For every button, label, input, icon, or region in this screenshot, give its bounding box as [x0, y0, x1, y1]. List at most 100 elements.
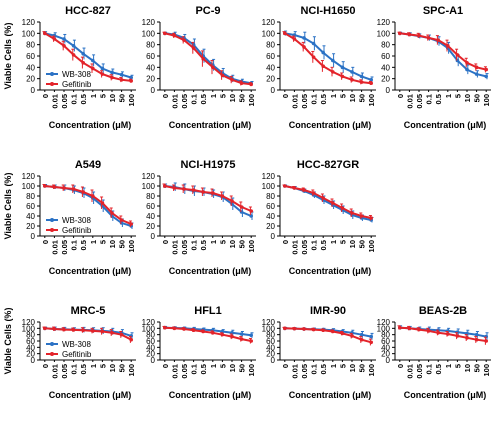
data-point	[81, 328, 85, 333]
data-point	[129, 222, 133, 226]
y-tick-label: 120	[22, 172, 36, 181]
x-tick-label: 0.01	[290, 94, 299, 109]
data-point	[350, 334, 354, 338]
data-point	[455, 334, 460, 338]
y-tick-label: 120	[22, 318, 36, 327]
data-point	[446, 44, 450, 48]
y-tick-label: 40	[266, 63, 275, 72]
data-point	[191, 188, 196, 192]
x-tick-label: 100	[127, 240, 136, 253]
x-tick-label: 0	[281, 240, 290, 244]
panel-title: BEAS-2B	[419, 305, 467, 317]
data-point	[230, 199, 234, 203]
data-point	[119, 332, 124, 337]
y-tick-label: 20	[146, 350, 155, 359]
data-point	[249, 333, 253, 338]
y-tick-label: 120	[262, 318, 276, 327]
data-point	[292, 186, 297, 190]
data-point	[321, 64, 326, 68]
series-gefitinib	[397, 31, 489, 73]
data-point	[474, 65, 479, 70]
y-tick-label: 0	[31, 356, 36, 365]
series-line	[284, 185, 372, 219]
data-point	[417, 327, 421, 332]
data-point	[359, 74, 364, 79]
y-tick-label: 0	[271, 86, 276, 95]
series-wb-308	[398, 31, 489, 80]
series-gefitinib	[397, 325, 489, 345]
panel-title: IMR-90	[310, 305, 346, 317]
y-tick-label: 100	[22, 182, 36, 191]
y-tick-label: 80	[146, 41, 155, 50]
data-point	[52, 185, 57, 189]
x-tick-label: 0.1	[425, 364, 434, 374]
data-point	[110, 330, 114, 335]
x-tick-label: 10	[108, 240, 117, 248]
data-point	[311, 55, 316, 59]
data-point	[474, 72, 479, 76]
x-tick-label: 10	[463, 364, 472, 372]
x-tick-label: 0.1	[425, 94, 434, 104]
y-tick-label: 0	[31, 232, 36, 241]
series-line	[399, 32, 487, 71]
x-axis-label: Concentration (μM)	[289, 266, 372, 276]
data-point	[201, 57, 205, 61]
data-point	[321, 50, 326, 55]
legend-marker	[50, 352, 54, 356]
data-point	[43, 184, 47, 188]
series-line	[399, 32, 487, 78]
x-tick-label: 0.01	[290, 240, 299, 255]
x-tick-label: 0.1	[190, 94, 199, 104]
series-gefitinib	[162, 325, 253, 344]
data-point	[446, 332, 450, 336]
x-tick-label: 10	[463, 94, 472, 102]
y-tick-label: 100	[142, 182, 156, 191]
x-tick-label: 5	[338, 364, 347, 368]
data-point	[163, 31, 167, 36]
data-point	[249, 209, 253, 213]
x-tick-label: 5	[218, 240, 227, 244]
data-point	[283, 184, 287, 188]
y-tick-label: 60	[266, 52, 275, 61]
data-point	[163, 325, 167, 330]
series-line	[44, 327, 132, 341]
x-tick-label: 1	[209, 94, 218, 98]
x-tick-label: 1	[209, 240, 218, 244]
y-tick-label: 60	[26, 337, 35, 346]
x-tick-label: 0.05	[180, 240, 189, 255]
y-tick-label: 60	[146, 52, 155, 61]
data-point	[321, 196, 326, 200]
data-point	[91, 58, 95, 63]
data-point	[369, 78, 374, 82]
data-point	[331, 58, 335, 63]
x-tick-label: 5	[338, 94, 347, 98]
x-tick-label: 0.05	[60, 240, 69, 255]
x-tick-label: 100	[247, 364, 256, 377]
data-point	[311, 327, 316, 332]
x-tick-label: 0.1	[190, 240, 199, 250]
x-tick-label: 5	[453, 94, 462, 98]
y-tick-label: 100	[262, 29, 276, 38]
legend-marker	[50, 218, 54, 222]
series-line	[399, 326, 487, 342]
y-tick-label: 100	[142, 324, 156, 333]
y-tick-label: 100	[377, 324, 391, 333]
x-tick-label: 0	[161, 240, 170, 244]
y-tick-label: 120	[262, 172, 276, 181]
legend-marker	[50, 72, 54, 76]
series-line	[164, 32, 252, 85]
y-tick-label: 20	[146, 222, 155, 231]
x-tick-label: 5	[218, 94, 227, 98]
y-tick-label: 100	[377, 29, 391, 38]
series-gefitinib	[42, 326, 133, 343]
data-point	[182, 327, 186, 331]
y-tick-label: 80	[146, 331, 155, 340]
x-tick-label: 1	[444, 94, 453, 98]
series-line	[164, 185, 252, 217]
x-tick-label: 0.01	[50, 364, 59, 379]
data-point	[359, 337, 364, 342]
